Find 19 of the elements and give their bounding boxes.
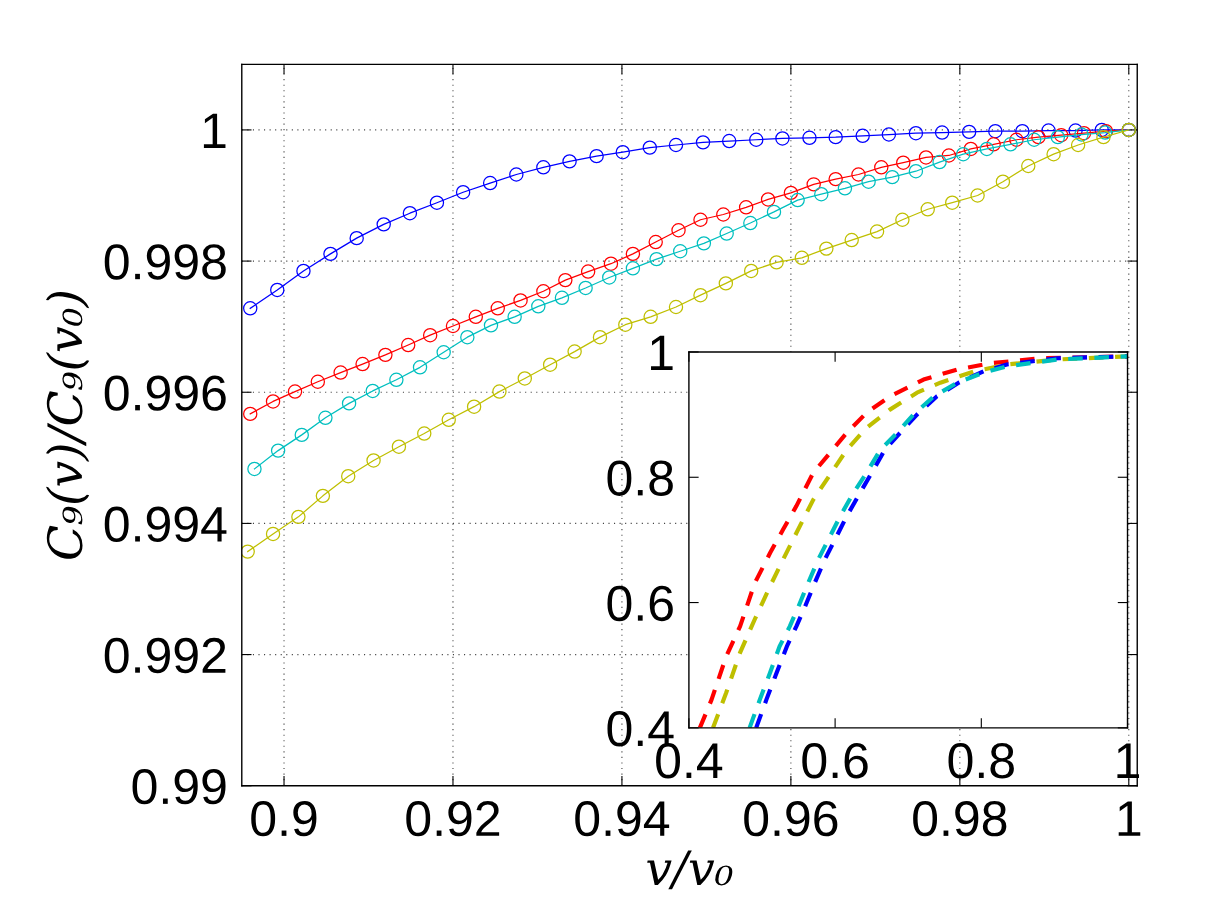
x-axis-title: v/v₀ xyxy=(647,850,733,890)
x-tick-label: 0.92 xyxy=(406,800,500,837)
y-tick-label: 0.8 xyxy=(607,460,673,496)
y-axis-title: C₉(v)/C₉(v₀) xyxy=(45,292,90,559)
y-tick-label: 0.994 xyxy=(104,506,227,543)
y-tick-label: 0.996 xyxy=(104,375,226,411)
y-tick-label: 0.99 xyxy=(132,768,226,805)
y-tick-label: 0.992 xyxy=(104,637,226,674)
x-tick-label: 0.6 xyxy=(802,743,868,779)
y-tick-label: 0.998 xyxy=(104,244,226,280)
y-tick-label: 0.6 xyxy=(607,585,673,622)
y-tick-label: 1 xyxy=(203,113,226,149)
x-tick-label: 0.94 xyxy=(575,800,670,837)
x-tick-label: 0.96 xyxy=(744,800,838,837)
x-tick-label: 1 xyxy=(1118,801,1141,836)
y-tick-label: 1 xyxy=(651,335,673,371)
x-tick-label: 0.98 xyxy=(913,800,1007,837)
x-tick-label: 0.8 xyxy=(948,743,1014,779)
x-tick-label: 0.9 xyxy=(251,800,317,837)
